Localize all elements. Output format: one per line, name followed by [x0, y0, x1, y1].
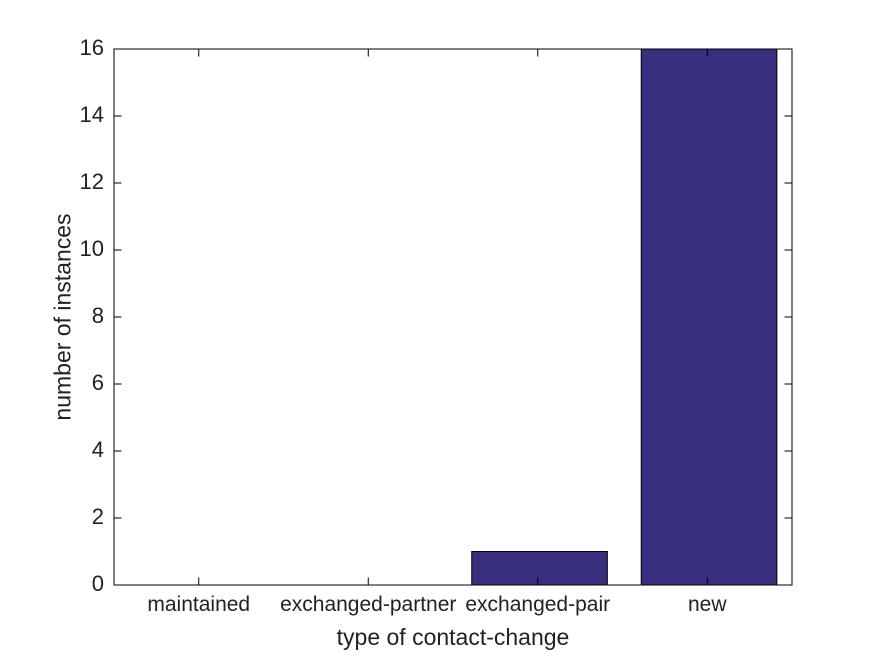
svg-text:10: 10: [80, 236, 104, 261]
svg-text:exchanged-partner: exchanged-partner: [280, 593, 456, 616]
svg-text:number of instances: number of instances: [50, 213, 76, 420]
svg-text:2: 2: [92, 504, 104, 529]
svg-text:new: new: [688, 593, 727, 616]
svg-text:14: 14: [80, 102, 104, 127]
svg-text:4: 4: [92, 437, 104, 462]
svg-text:8: 8: [92, 303, 104, 328]
svg-text:maintained: maintained: [147, 593, 250, 616]
svg-text:type of contact-change: type of contact-change: [337, 624, 570, 650]
svg-text:6: 6: [92, 370, 104, 395]
svg-text:12: 12: [80, 169, 104, 194]
svg-text:16: 16: [80, 35, 104, 60]
svg-text:exchanged-pair: exchanged-pair: [465, 593, 610, 616]
svg-text:0: 0: [92, 571, 104, 596]
